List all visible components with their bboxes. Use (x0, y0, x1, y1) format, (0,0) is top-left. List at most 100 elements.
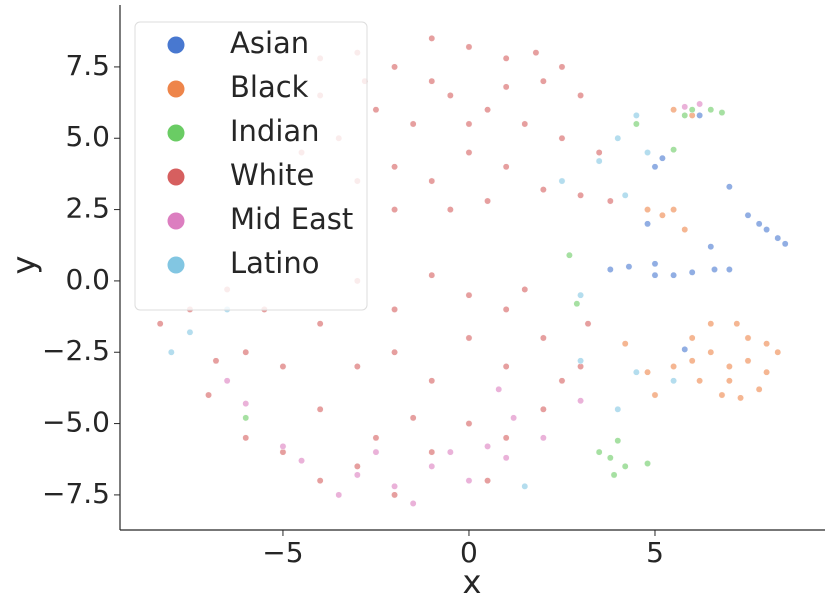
point (409, 120, 417, 128)
point (484, 197, 492, 205)
point (696, 100, 704, 108)
point (502, 363, 510, 370)
point (670, 363, 678, 370)
point (670, 271, 678, 279)
point (621, 462, 629, 470)
point (644, 220, 651, 228)
point (428, 177, 436, 185)
y-tick-label: 5.0 (65, 120, 110, 153)
point (558, 134, 566, 142)
point (446, 448, 454, 456)
point (372, 106, 380, 114)
point (644, 149, 651, 156)
point (658, 154, 666, 162)
x-tick-label: 0 (460, 536, 478, 569)
point (744, 334, 752, 342)
point (733, 320, 741, 328)
point (707, 243, 715, 251)
point (763, 340, 771, 348)
point (614, 405, 622, 413)
point (670, 146, 678, 154)
point (725, 266, 733, 273)
point (577, 91, 585, 99)
point (242, 348, 250, 356)
point (725, 377, 733, 385)
point (755, 220, 763, 228)
legend-label: Asian (230, 26, 309, 60)
legend-label: Mid East (230, 202, 353, 236)
point (316, 477, 324, 485)
point (681, 111, 689, 119)
point (595, 448, 603, 456)
point (353, 462, 361, 470)
point (279, 442, 287, 450)
y-tick-label: 7.5 (65, 49, 110, 82)
point (632, 111, 640, 119)
point (521, 286, 529, 293)
legend-label: Latino (230, 246, 319, 280)
point (532, 49, 540, 57)
point (223, 377, 231, 385)
point (428, 271, 436, 279)
point (651, 271, 659, 279)
point (577, 191, 585, 199)
point (521, 120, 529, 128)
y-axis-label: y (5, 256, 43, 275)
legend-marker (167, 168, 185, 186)
point (644, 368, 651, 376)
point (279, 448, 287, 456)
point (558, 377, 566, 385)
point (651, 391, 659, 399)
point (391, 491, 399, 499)
point (707, 348, 715, 356)
point (621, 191, 629, 199)
point (539, 77, 547, 85)
point (744, 211, 752, 219)
legend-marker (167, 36, 185, 54)
point (465, 334, 473, 342)
point (651, 260, 659, 268)
point (510, 414, 518, 422)
point (502, 454, 510, 462)
point (428, 448, 436, 456)
x-tick-label: 5 (646, 536, 664, 569)
point (242, 414, 250, 422)
point (465, 149, 473, 156)
point (428, 377, 436, 385)
point (707, 106, 715, 114)
point (495, 385, 503, 393)
point (212, 357, 220, 365)
point (696, 377, 704, 385)
point (595, 157, 603, 165)
point (688, 106, 696, 114)
point (725, 363, 733, 370)
point (651, 163, 659, 171)
point (688, 357, 696, 365)
point (625, 263, 633, 271)
point (186, 328, 194, 336)
legend-label: White (230, 158, 314, 192)
point (763, 226, 771, 234)
point (718, 391, 726, 399)
legend-label: Black (230, 70, 309, 104)
point (521, 482, 529, 490)
point (725, 183, 733, 191)
point (606, 454, 614, 462)
point (632, 368, 640, 376)
point (428, 77, 436, 85)
point (614, 437, 622, 445)
point (606, 266, 614, 273)
point (681, 226, 689, 234)
point (577, 357, 585, 365)
y-tick-label: 2.5 (65, 192, 110, 225)
legend-marker (167, 124, 185, 142)
point (755, 385, 763, 393)
y-tick-label: −5.0 (42, 406, 110, 439)
point (391, 206, 399, 214)
legend-frame (134, 21, 368, 311)
point (353, 363, 361, 370)
y-tick-label: −7.5 (42, 477, 110, 510)
point (688, 111, 696, 119)
point (242, 434, 250, 442)
point (502, 305, 510, 313)
